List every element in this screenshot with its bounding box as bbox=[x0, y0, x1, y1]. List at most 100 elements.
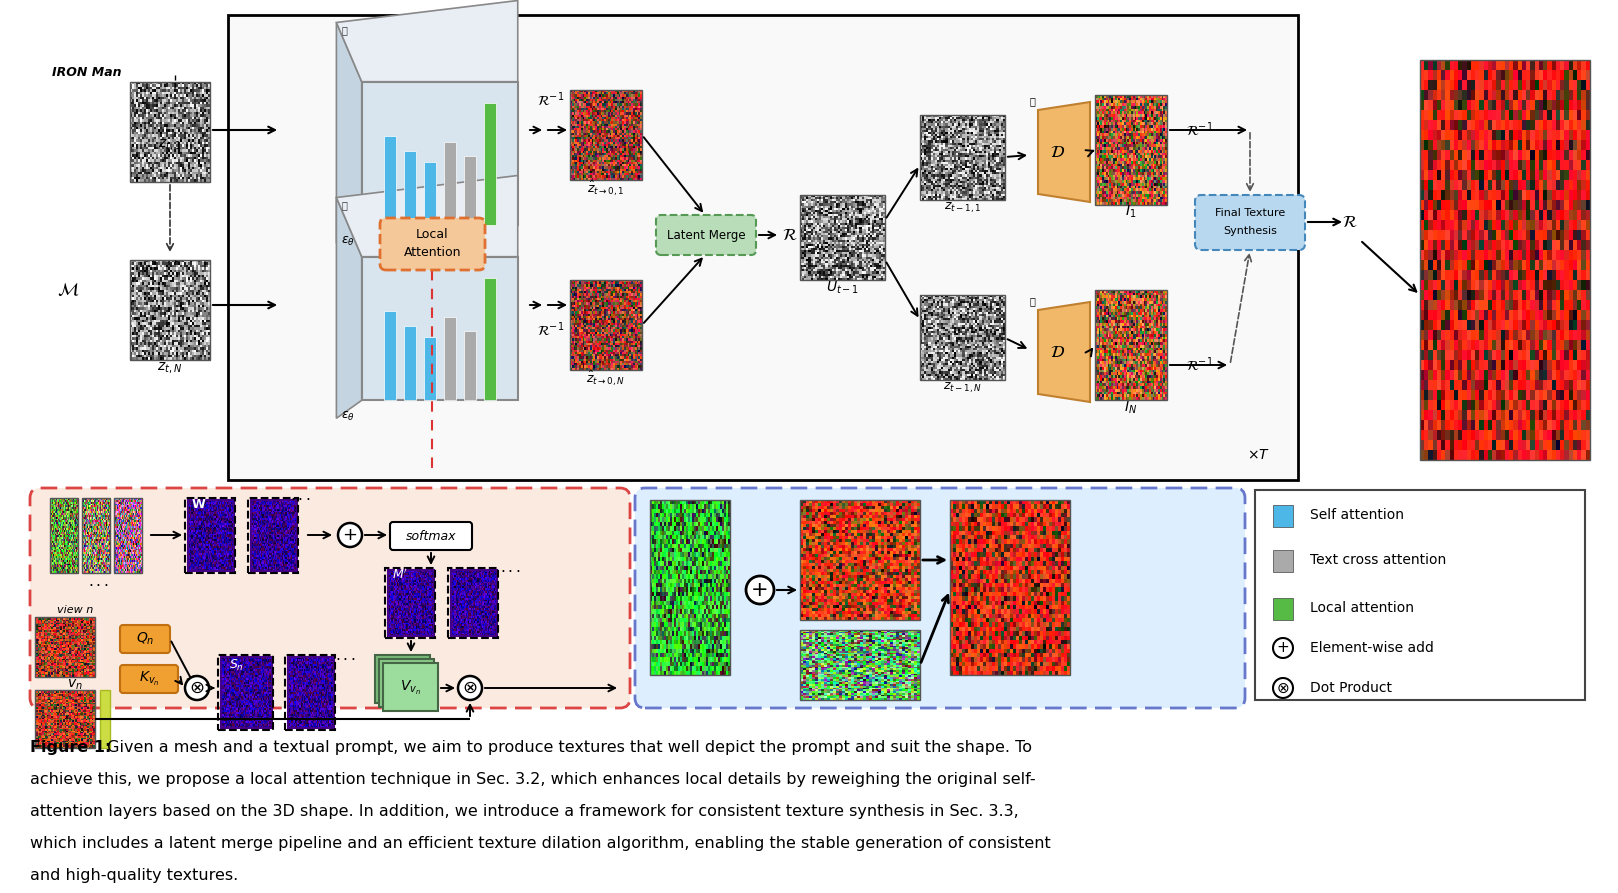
Bar bbox=[388, 570, 434, 636]
FancyBboxPatch shape bbox=[634, 488, 1244, 708]
Text: $\times T$: $\times T$ bbox=[1247, 448, 1270, 462]
Bar bbox=[404, 326, 416, 400]
Text: Local: Local bbox=[416, 228, 448, 240]
Bar bbox=[251, 500, 298, 571]
Text: $\mathcal{R}$: $\mathcal{R}$ bbox=[781, 226, 798, 244]
Text: $\hat{z}_{t\to 0,N}$: $\hat{z}_{t\to 0,N}$ bbox=[586, 368, 626, 388]
Bar bbox=[570, 90, 642, 180]
Text: $\epsilon_\theta$: $\epsilon_\theta$ bbox=[341, 235, 356, 248]
Text: Local attention: Local attention bbox=[1311, 601, 1414, 615]
Text: $...$: $...$ bbox=[500, 561, 521, 575]
Bar bbox=[484, 104, 495, 225]
Bar bbox=[404, 151, 416, 225]
Text: W: W bbox=[193, 498, 205, 512]
FancyBboxPatch shape bbox=[655, 215, 756, 255]
Text: IRON Man: IRON Man bbox=[52, 65, 121, 79]
Bar bbox=[36, 690, 95, 748]
Bar bbox=[484, 279, 495, 400]
Bar bbox=[362, 257, 518, 400]
Bar bbox=[570, 280, 642, 370]
FancyBboxPatch shape bbox=[1196, 195, 1306, 250]
Bar bbox=[950, 500, 1069, 675]
Bar bbox=[1421, 60, 1590, 460]
Text: $K_{v_n}$: $K_{v_n}$ bbox=[139, 670, 159, 688]
Bar bbox=[100, 690, 110, 748]
Bar bbox=[424, 338, 435, 400]
Polygon shape bbox=[337, 1, 518, 82]
Bar bbox=[248, 498, 298, 573]
Polygon shape bbox=[337, 197, 362, 418]
Text: $z_{t-1,N}$: $z_{t-1,N}$ bbox=[943, 380, 982, 396]
Text: and high-quality textures.: and high-quality textures. bbox=[31, 868, 238, 883]
Bar bbox=[285, 655, 335, 730]
Text: $\mathcal{D}$: $\mathcal{D}$ bbox=[1050, 343, 1066, 361]
Text: $\hat{z}_{t\to 0,1}$: $\hat{z}_{t\to 0,1}$ bbox=[587, 179, 625, 197]
Bar bbox=[448, 568, 498, 638]
Text: Text cross attention: Text cross attention bbox=[1311, 553, 1446, 567]
Text: Dot Product: Dot Product bbox=[1311, 681, 1391, 695]
Bar bbox=[50, 498, 78, 573]
Text: +: + bbox=[343, 526, 358, 544]
Text: Attention: Attention bbox=[404, 246, 461, 260]
Text: softmax: softmax bbox=[406, 530, 456, 543]
Text: Synthesis: Synthesis bbox=[1223, 226, 1277, 236]
Bar bbox=[921, 295, 1005, 380]
Bar bbox=[1273, 505, 1293, 527]
Text: $...$: $...$ bbox=[290, 488, 311, 503]
Circle shape bbox=[1273, 638, 1293, 658]
Bar bbox=[799, 500, 921, 620]
Text: Figure 1:: Figure 1: bbox=[31, 740, 112, 755]
Text: $V_{v_n}$: $V_{v_n}$ bbox=[401, 679, 422, 697]
Bar bbox=[424, 163, 435, 225]
Text: $...$: $...$ bbox=[335, 647, 356, 663]
Text: $U_{t-1}$: $U_{t-1}$ bbox=[827, 280, 859, 296]
Bar bbox=[1273, 550, 1293, 572]
Bar bbox=[83, 498, 110, 573]
Bar bbox=[464, 331, 476, 400]
Bar bbox=[383, 312, 396, 400]
Bar bbox=[129, 260, 210, 360]
Text: $v_n$: $v_n$ bbox=[66, 678, 83, 692]
Text: achieve this, we propose a local attention technique in Sec. 3.2, which enhances: achieve this, we propose a local attenti… bbox=[31, 772, 1036, 787]
Text: $\epsilon_\theta$: $\epsilon_\theta$ bbox=[341, 410, 356, 423]
FancyBboxPatch shape bbox=[390, 522, 472, 550]
Bar bbox=[1095, 95, 1167, 205]
Bar bbox=[921, 115, 1005, 200]
Text: Given a mesh and a textual prompt, we aim to produce textures that well depict t: Given a mesh and a textual prompt, we ai… bbox=[102, 740, 1032, 755]
Circle shape bbox=[184, 676, 209, 700]
Bar bbox=[1273, 598, 1293, 620]
Text: $\mathcal{M}$: $\mathcal{M}$ bbox=[57, 281, 79, 299]
Text: view n: view n bbox=[57, 605, 94, 615]
Polygon shape bbox=[1039, 102, 1091, 202]
Bar bbox=[799, 630, 921, 700]
FancyBboxPatch shape bbox=[31, 488, 629, 708]
Text: attention layers based on the 3D shape. In addition, we introduce a framework fo: attention layers based on the 3D shape. … bbox=[31, 804, 1019, 819]
Bar bbox=[218, 655, 273, 730]
Bar bbox=[362, 82, 518, 225]
Bar bbox=[1256, 490, 1586, 700]
Bar bbox=[288, 657, 333, 728]
Text: $Q_n$: $Q_n$ bbox=[136, 630, 154, 647]
Bar bbox=[36, 617, 95, 677]
FancyBboxPatch shape bbox=[120, 665, 178, 693]
Circle shape bbox=[1273, 678, 1293, 698]
Bar bbox=[464, 156, 476, 225]
Text: $z_{t-1,1}$: $z_{t-1,1}$ bbox=[945, 201, 982, 215]
Polygon shape bbox=[337, 176, 518, 257]
Bar bbox=[383, 663, 438, 711]
Circle shape bbox=[458, 676, 482, 700]
Text: $\mathcal{R}^{-1}$: $\mathcal{R}^{-1}$ bbox=[1186, 121, 1214, 139]
Text: $S_n$: $S_n$ bbox=[228, 657, 243, 672]
Text: $\mathcal{R}$: $\mathcal{R}$ bbox=[1343, 213, 1358, 231]
Text: $M'$: $M'$ bbox=[392, 568, 408, 582]
Text: $\mathcal{D}$: $\mathcal{D}$ bbox=[1050, 143, 1066, 161]
Bar bbox=[184, 498, 235, 573]
Text: $I_N$: $I_N$ bbox=[1125, 400, 1137, 416]
Polygon shape bbox=[337, 22, 362, 243]
Bar bbox=[385, 568, 435, 638]
Text: $...$: $...$ bbox=[87, 573, 108, 588]
Text: +: + bbox=[751, 580, 769, 600]
Bar bbox=[222, 657, 272, 728]
Polygon shape bbox=[1039, 302, 1091, 402]
Text: $\mathcal{R}^{-1}$: $\mathcal{R}^{-1}$ bbox=[537, 91, 565, 109]
